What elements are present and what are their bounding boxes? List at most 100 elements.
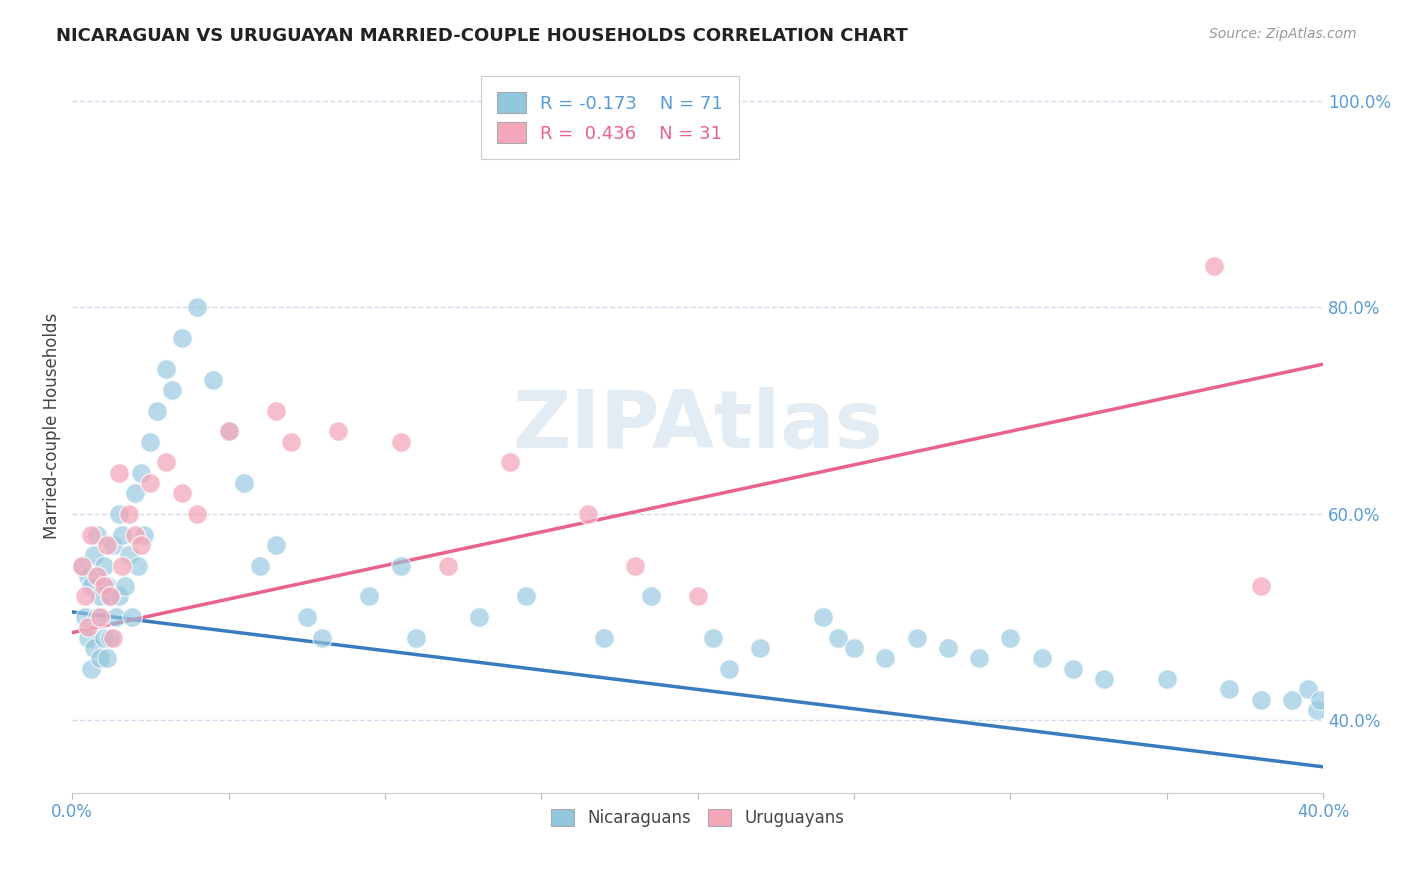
Point [201,373,224,387]
Point [811,610,834,624]
Point [73,590,96,604]
Point [93,579,115,593]
Point [83,548,105,562]
Point [139,434,162,449]
Point [89,590,111,604]
Point [311,631,333,645]
Point [108,507,131,521]
Point [1296,682,1319,697]
Point [359,590,381,604]
Point [98,590,121,604]
Point [76,631,98,645]
Point [76,620,98,634]
Point [686,590,709,604]
Point [749,641,772,656]
Legend: Nicaraguans, Uruguayans: Nicaraguans, Uruguayans [543,801,853,836]
Point [326,425,349,439]
Point [280,434,302,449]
Point [96,651,118,665]
Point [717,662,740,676]
Point [127,558,149,573]
Point [1202,259,1225,273]
Point [121,610,143,624]
Point [93,631,115,645]
Point [249,558,271,573]
Point [73,610,96,624]
Point [936,641,959,656]
Text: ZIPAtlas: ZIPAtlas [512,387,883,465]
Point [89,651,111,665]
Point [1309,692,1331,706]
Point [405,631,427,645]
Point [186,301,208,315]
Point [218,425,240,439]
Point [96,538,118,552]
Point [98,590,121,604]
Point [98,631,121,645]
Text: Source: ZipAtlas.com: Source: ZipAtlas.com [1209,27,1357,41]
Y-axis label: Married-couple Households: Married-couple Households [44,313,60,540]
Point [1062,662,1084,676]
Point [1281,692,1303,706]
Point [114,579,136,593]
Point [70,558,93,573]
Point [101,538,124,552]
Point [155,455,177,469]
Point [1306,703,1329,717]
Point [89,610,111,624]
Point [105,610,128,624]
Point [108,466,131,480]
Point [1250,692,1272,706]
Point [83,641,105,656]
Point [80,662,103,676]
Point [134,527,156,541]
Point [124,527,146,541]
Point [842,641,865,656]
Point [129,538,152,552]
Text: NICARAGUAN VS URUGUAYAN MARRIED-COUPLE HOUSEHOLDS CORRELATION CHART: NICARAGUAN VS URUGUAYAN MARRIED-COUPLE H… [56,27,908,45]
Point [96,579,118,593]
Point [129,466,152,480]
Point [117,548,139,562]
Point [108,590,131,604]
Point [468,610,491,624]
Point [70,558,93,573]
Point [515,590,537,604]
Point [640,590,662,604]
Point [93,558,115,573]
Point [436,558,458,573]
Point [170,331,193,345]
Point [145,403,167,417]
Point [117,507,139,521]
Point [905,631,928,645]
Point [576,507,599,521]
Point [139,475,162,490]
Point [218,425,240,439]
Point [1031,651,1053,665]
Point [124,486,146,500]
Point [967,651,990,665]
Point [1250,579,1272,593]
Point [111,558,134,573]
Point [186,507,208,521]
Point [111,527,134,541]
Point [295,610,318,624]
Point [162,383,184,397]
Point [76,569,98,583]
Point [389,558,412,573]
Point [702,631,724,645]
Point [1218,682,1240,697]
Point [1092,672,1115,686]
Point [101,631,124,645]
Point [389,434,412,449]
Point [264,403,287,417]
Point [264,538,287,552]
Point [170,486,193,500]
Point [592,631,614,645]
Point [875,651,897,665]
Point [827,631,849,645]
Point [86,610,108,624]
Point [624,558,647,573]
Point [80,579,103,593]
Point [80,527,103,541]
